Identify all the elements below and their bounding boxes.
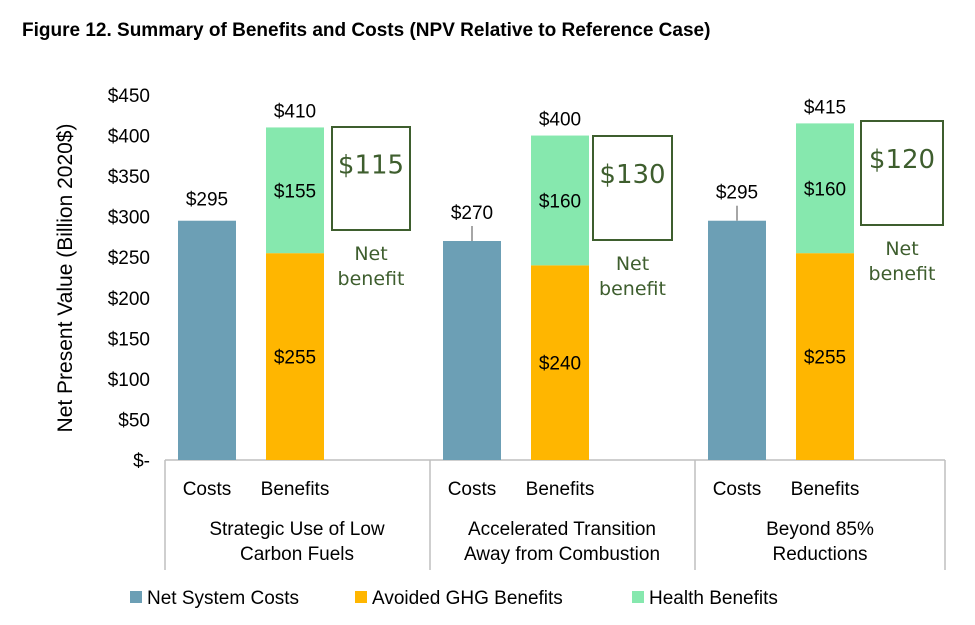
- bar-health-benefits: [531, 135, 589, 266]
- net-benefit-box: [860, 120, 944, 226]
- bar-health-benefits: [266, 127, 324, 254]
- legend-swatch: [130, 591, 142, 603]
- x-subcategory-label: Benefits: [526, 479, 595, 500]
- bar-label-health: $155: [274, 181, 316, 202]
- legend-label: Net System Costs: [147, 588, 299, 609]
- bar-label-ghg: $255: [274, 348, 316, 369]
- y-axis-label: Net Present Value (Billion 2020$): [54, 124, 77, 433]
- net-benefit-annotation: $120 Net benefit: [860, 120, 944, 285]
- net-benefit-label: Net: [885, 238, 918, 260]
- bar-label-costs: $295: [716, 183, 758, 204]
- bar-ghg-benefits: [796, 253, 854, 460]
- net-benefit-label: benefit: [338, 268, 405, 290]
- bar-health-benefits: [796, 123, 854, 254]
- y-tick-label: $100: [108, 370, 150, 391]
- x-subcategory-label: Costs: [448, 479, 497, 500]
- bar-costs: [443, 241, 501, 460]
- net-benefit-value: $120: [869, 145, 935, 175]
- x-group-label: Reductions: [772, 544, 867, 565]
- net-benefit-box: [331, 126, 411, 231]
- x-subcategory-label: Benefits: [261, 479, 330, 500]
- bar-ghg-benefits: [266, 253, 324, 460]
- net-benefit-value: $115: [338, 151, 404, 181]
- y-tick-label: $400: [108, 127, 150, 148]
- y-tick-label: $150: [108, 329, 150, 350]
- y-tick-label: $350: [108, 167, 150, 188]
- bar-label-health: $160: [804, 179, 846, 200]
- y-tick-label: $50: [118, 410, 150, 431]
- chart-title: Figure 12. Summary of Benefits and Costs…: [22, 20, 711, 41]
- bar-label-total: $415: [804, 97, 846, 118]
- bar-label-total: $400: [539, 110, 581, 131]
- net-benefit-box: [592, 135, 673, 241]
- net-benefit-label: Net: [616, 253, 649, 275]
- bar-label-costs: $295: [186, 190, 228, 211]
- net-benefit-annotation: $115 Net benefit: [331, 126, 411, 290]
- x-group-label: Accelerated Transition: [468, 519, 656, 540]
- legend-swatch: [632, 591, 644, 603]
- x-group-label: Strategic Use of Low: [209, 519, 385, 540]
- net-benefit-value: $130: [599, 160, 665, 190]
- bar-label-costs: $270: [451, 203, 493, 224]
- bar-label-ghg: $240: [539, 354, 581, 375]
- legend-label: Avoided GHG Benefits: [372, 588, 563, 609]
- bar-label-ghg: $255: [804, 348, 846, 369]
- net-benefit-label: benefit: [869, 263, 936, 285]
- y-tick-label: $250: [108, 248, 150, 269]
- x-subcategory-label: Costs: [713, 479, 762, 500]
- bar-ghg-benefits: [531, 265, 589, 460]
- net-benefit-label: Net: [354, 243, 387, 265]
- net-benefit-annotation: $130 Net benefit: [592, 135, 673, 300]
- bar-label-health: $160: [539, 191, 581, 212]
- x-group-label: Carbon Fuels: [240, 544, 354, 565]
- y-tick-label: $300: [108, 208, 150, 229]
- y-tick-label: $-: [133, 451, 150, 472]
- legend-swatch: [355, 591, 367, 603]
- bar-costs: [708, 220, 766, 460]
- x-subcategory-label: Benefits: [791, 479, 860, 500]
- x-subcategory-label: Costs: [183, 479, 232, 500]
- x-group-label: Away from Combustion: [464, 544, 660, 565]
- y-tick-label: $450: [108, 86, 150, 107]
- bar-label-total: $410: [274, 101, 316, 122]
- bar-costs: [178, 220, 236, 460]
- net-benefit-label: benefit: [599, 278, 666, 300]
- legend-label: Health Benefits: [649, 588, 778, 609]
- y-tick-label: $200: [108, 289, 150, 310]
- x-group-label: Beyond 85%: [766, 519, 874, 540]
